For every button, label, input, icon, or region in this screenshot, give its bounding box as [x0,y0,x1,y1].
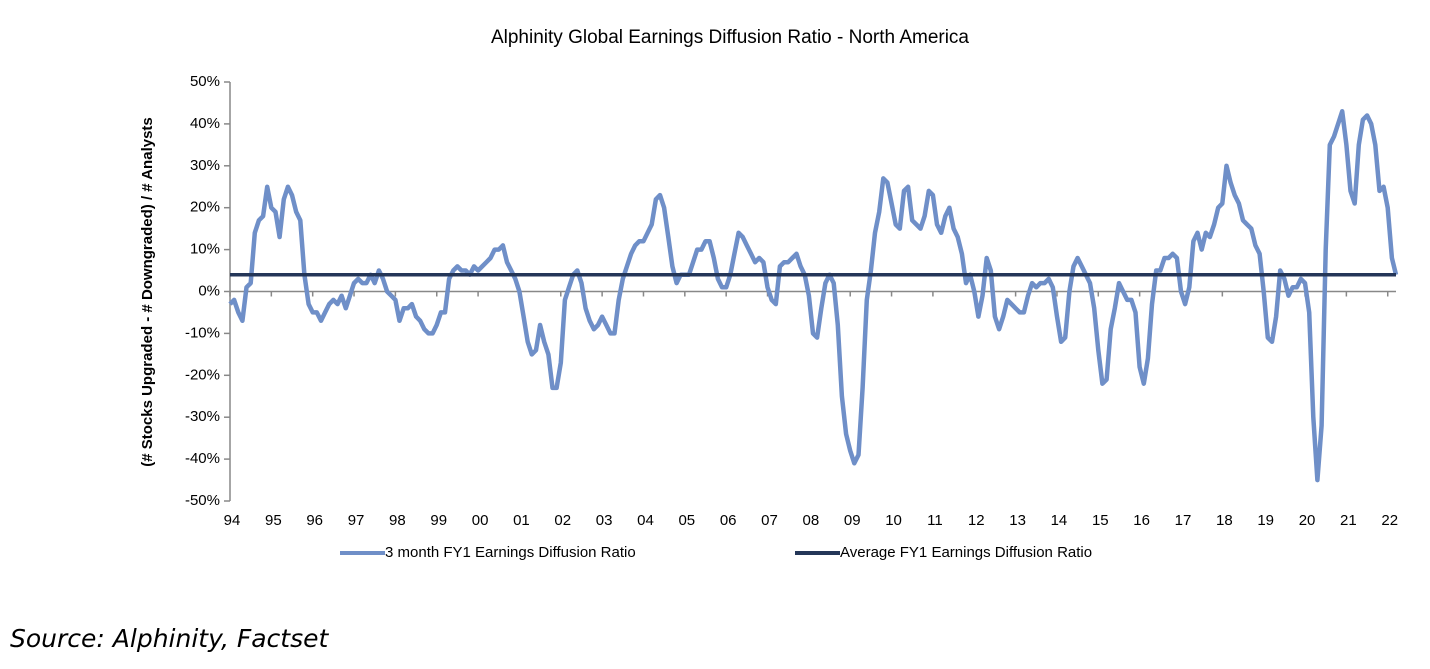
legend-label: 3 month FY1 Earnings Diffusion Ratio [385,544,636,561]
y-tick-label: 0% [198,282,220,299]
x-tick-label: 99 [430,512,447,529]
y-tick-label: -10% [185,324,220,341]
y-tick-label: -50% [185,492,220,509]
x-tick-label: 21 [1340,512,1357,529]
x-tick-label: 17 [1175,512,1192,529]
x-tick-label: 94 [224,512,241,529]
legend-label: Average FY1 Earnings Diffusion Ratio [840,544,1092,561]
y-tick-label: 20% [190,199,220,216]
x-tick-label: 96 [306,512,323,529]
series-line [228,109,1399,483]
y-tick-label: -30% [185,408,220,425]
x-tick-label: 09 [844,512,861,529]
x-tick-label: 98 [389,512,406,529]
x-tick-label: 10 [885,512,902,529]
x-tick-label: 11 [927,512,943,529]
x-tick-label: 19 [1257,512,1274,529]
source-note: Source: Alphinity, Factset [10,624,329,653]
x-tick-label: 15 [1092,512,1109,529]
x-tick-label: 02 [554,512,571,529]
x-tick-label: 14 [1051,512,1068,529]
x-tick-label: 95 [265,512,282,529]
x-tick-label: 13 [1009,512,1026,529]
y-tick-label: -40% [185,450,220,467]
x-tick-label: 16 [1133,512,1150,529]
x-tick-label: 01 [513,512,530,529]
x-tick-label: 07 [761,512,778,529]
x-tick-label: 06 [720,512,737,529]
y-tick-label: 50% [190,73,220,90]
x-tick-label: 12 [968,512,985,529]
x-tick-label: 00 [472,512,489,529]
y-tick-label: 30% [190,157,220,174]
x-tick-label: 18 [1216,512,1233,529]
x-tick-label: 05 [678,512,695,529]
x-tick-label: 20 [1299,512,1316,529]
y-tick-label: 40% [190,115,220,132]
y-tick-label: -20% [185,366,220,383]
x-tick-label: 97 [348,512,365,529]
x-tick-label: 22 [1381,512,1398,529]
y-tick-label: 10% [190,241,220,258]
x-tick-label: 03 [596,512,613,529]
chart-title: Alphinity Global Earnings Diffusion Rati… [491,27,969,48]
x-tick-label: 08 [803,512,820,529]
x-tick-label: 04 [637,512,654,529]
y-axis-label: (# Stocks Upgraded - # Downgraded) / # A… [139,117,156,467]
